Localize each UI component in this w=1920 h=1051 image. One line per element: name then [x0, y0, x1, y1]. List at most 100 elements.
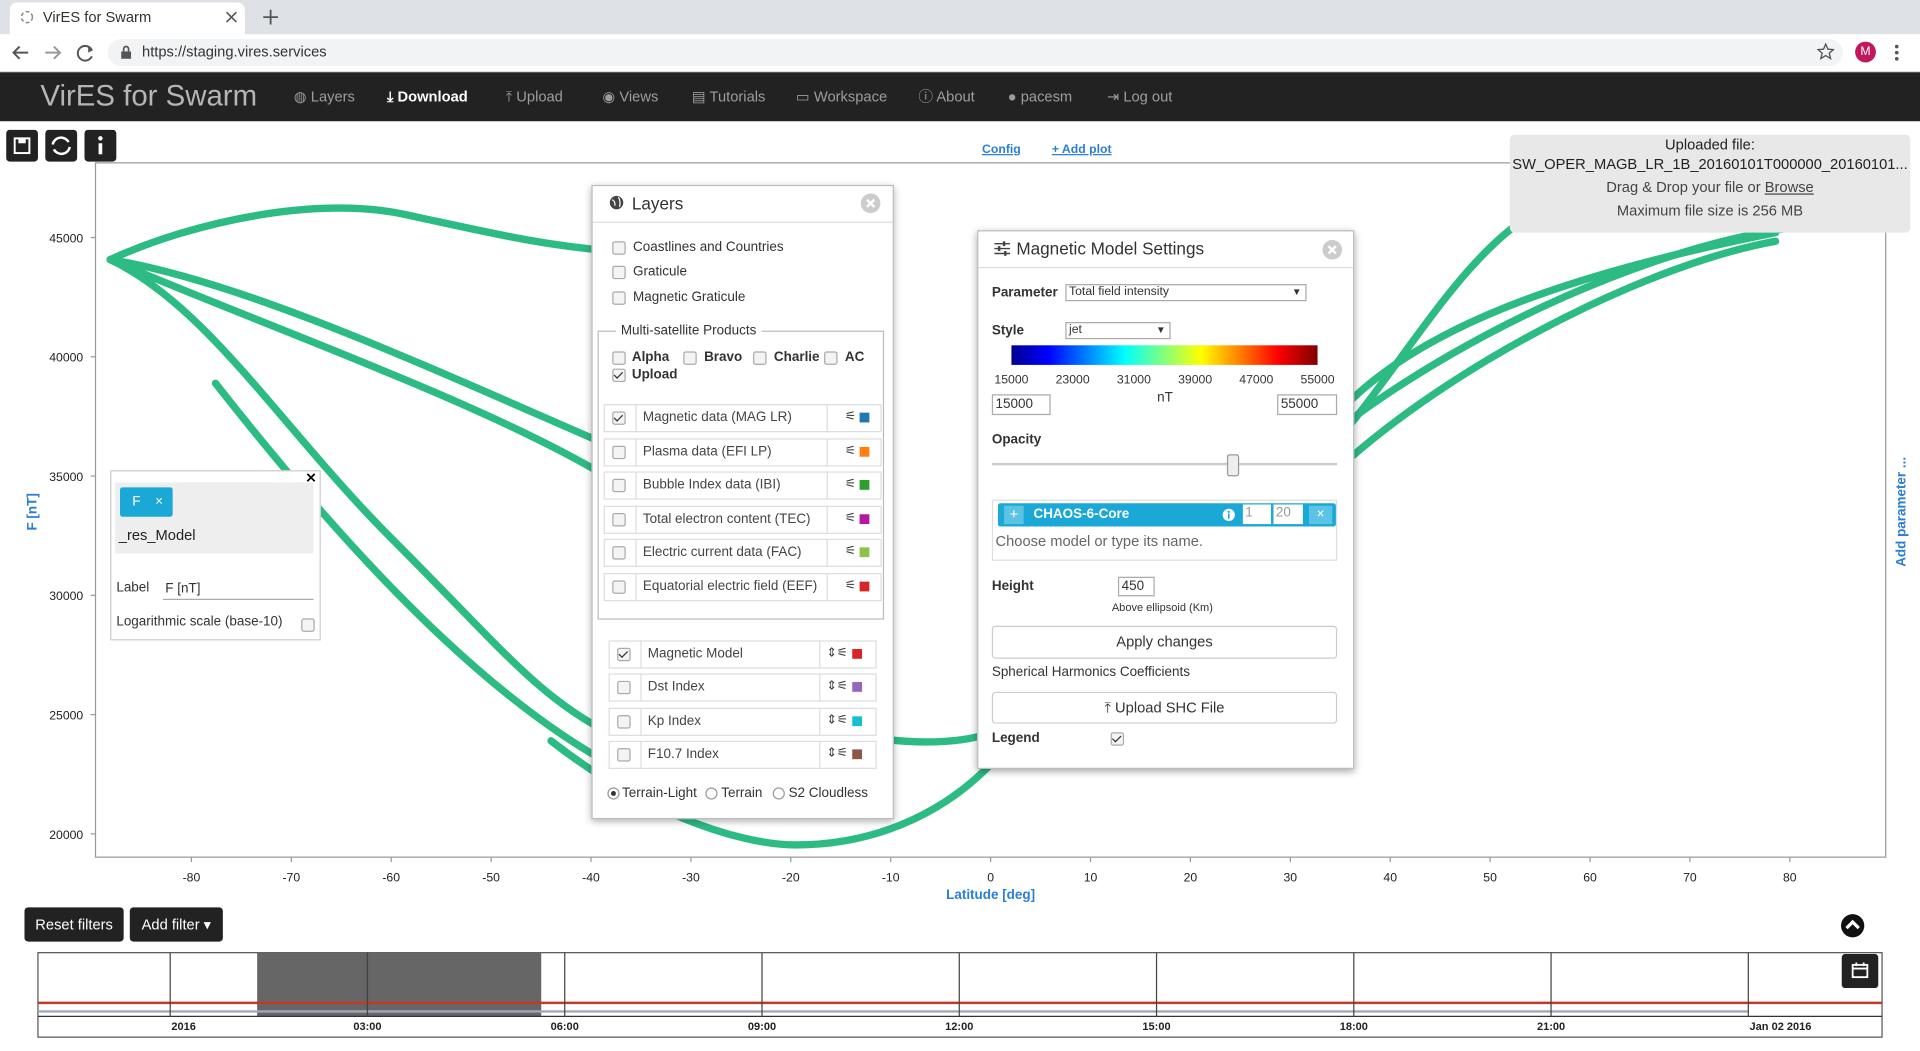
slider-thumb[interactable]	[1226, 454, 1240, 477]
layers-panel	[591, 184, 894, 820]
nav-item[interactable]: ▤ Tutorials	[691, 88, 766, 106]
checkbox[interactable]	[612, 351, 626, 365]
row-divider	[640, 740, 821, 769]
button-text: Upload SHC File	[1115, 699, 1225, 717]
layer-color	[859, 547, 870, 558]
add-plot-link[interactable]: + Add plot	[1052, 142, 1112, 156]
options-icon: ⚟	[844, 443, 856, 458]
new-tab[interactable]	[262, 9, 279, 26]
nav-buttons[interactable]	[11, 43, 99, 63]
checkbox[interactable]	[612, 265, 626, 280]
checkbox[interactable]	[683, 351, 697, 365]
checkbox[interactable]	[753, 351, 767, 365]
checkbox[interactable]	[617, 681, 631, 695]
curves	[106, 204, 1804, 849]
radio[interactable]	[705, 787, 718, 800]
overlay-label: Magnetic Graticule	[633, 290, 746, 305]
close[interactable]	[1321, 239, 1343, 261]
expand[interactable]: +	[1004, 505, 1024, 525]
checkbox[interactable]	[824, 351, 838, 365]
checkbox[interactable]	[612, 512, 626, 526]
row-divider	[640, 707, 821, 736]
colorbar-label: 23000	[1055, 373, 1090, 387]
field-label: Height	[991, 579, 1034, 594]
range-min[interactable]: 15000	[991, 394, 1051, 416]
scroll-top[interactable]	[1840, 913, 1865, 938]
x-tick-label: -20	[782, 871, 800, 885]
avatar[interactable]: M	[1855, 41, 1876, 63]
log-scale-checkbox[interactable]	[301, 618, 315, 632]
browse-link[interactable]: Browse	[1764, 178, 1814, 196]
model-placeholder[interactable]: Choose model or type its name.	[995, 532, 1203, 550]
product-label: Bubble Index data (IBI)	[642, 477, 781, 493]
tab-close[interactable]	[225, 11, 237, 23]
bookmark-star[interactable]	[1817, 42, 1835, 60]
info-icon[interactable]	[1222, 508, 1235, 522]
add-parameter[interactable]: Add parameter ...	[1893, 457, 1908, 567]
nav-item[interactable]: ⤓ Download	[386, 88, 468, 106]
x-tick-label: 20	[1184, 871, 1198, 885]
nav-text: pacesm	[1020, 88, 1073, 106]
y-tick-label: 30000	[49, 589, 83, 603]
checkbox[interactable]	[612, 291, 626, 305]
colorbar-label: 39000	[1178, 373, 1213, 387]
degree-min[interactable]: 1	[1242, 504, 1272, 525]
upload-shc-button[interactable]: ⤒ Upload SHC File	[991, 691, 1338, 724]
apply-button[interactable]: Apply changes	[991, 625, 1338, 659]
nav-item[interactable]: ⓘ About	[918, 88, 975, 106]
checkbox[interactable]	[612, 546, 626, 560]
degree-max[interactable]: 20	[1273, 504, 1303, 525]
checkbox[interactable]	[617, 748, 631, 762]
radio[interactable]	[607, 787, 620, 800]
product-label: Plasma data (EFI LP)	[642, 443, 772, 459]
options-icon: ⇕⚟	[826, 679, 848, 694]
product-label: Total electron content (TEC)	[642, 511, 811, 526]
label-input[interactable]: F [nT]	[162, 580, 314, 601]
drop-text: Drag & Drop your file or Browse	[1510, 179, 1910, 196]
style-select[interactable]: jet ▼	[1065, 322, 1171, 340]
parameter-chip[interactable]: F ×	[120, 487, 173, 517]
height-input[interactable]: 450	[1117, 576, 1155, 597]
nav-item[interactable]: ⇥ Log out	[1106, 88, 1173, 106]
layer-color	[859, 446, 870, 457]
calendar-button[interactable]	[1841, 953, 1879, 989]
nav-item[interactable]: ▭ Workspace	[795, 88, 888, 106]
options-icon: ⚟	[844, 578, 856, 593]
nav-item[interactable]: ◉ Views	[602, 88, 659, 106]
add-filter[interactable]: Add filter ▾	[129, 907, 223, 942]
drop-label: Drag & Drop your file or	[1606, 178, 1761, 196]
plot-tools[interactable]	[6, 129, 119, 163]
nav-item[interactable]: ● pacesm	[1007, 88, 1073, 106]
radio[interactable]	[772, 787, 785, 800]
menu[interactable]	[1893, 43, 1900, 63]
checkbox[interactable]	[612, 368, 626, 383]
nav-item[interactable]: ⤒ Upload	[505, 88, 563, 106]
checkbox[interactable]	[612, 478, 626, 493]
checkbox[interactable]	[612, 241, 626, 255]
checkbox[interactable]	[612, 411, 626, 425]
range-max[interactable]: 55000	[1277, 394, 1338, 416]
time-selection[interactable]	[257, 952, 542, 1017]
address-bar[interactable]	[107, 39, 1843, 67]
nav-item[interactable]: ◍ Layers	[293, 88, 355, 106]
checkbox[interactable]	[617, 714, 631, 729]
y-tick-label: 45000	[49, 231, 83, 245]
checkbox[interactable]	[612, 445, 626, 459]
upload-box[interactable]	[1509, 134, 1911, 233]
checkbox[interactable]	[612, 579, 626, 594]
row-divider	[635, 538, 828, 567]
brand[interactable]: VirES for Swarm	[40, 79, 258, 113]
remove-model[interactable]: ×	[1308, 505, 1333, 525]
parameter-select[interactable]: Total field intensity ▼	[1065, 284, 1307, 302]
timeline-label: 06:00	[551, 1021, 579, 1033]
x-tick-label: -70	[282, 871, 300, 885]
tab[interactable]	[9, 2, 245, 35]
legend-checkbox[interactable]	[1110, 732, 1125, 746]
reset-filters[interactable]: Reset filters	[24, 907, 124, 942]
layer-color	[859, 581, 870, 591]
log-scale-label: Logarithmic scale (base-10)	[116, 614, 283, 630]
config-link[interactable]: Config	[982, 142, 1021, 156]
checkbox[interactable]	[617, 647, 631, 662]
close[interactable]	[860, 192, 882, 214]
close[interactable]	[306, 473, 316, 483]
